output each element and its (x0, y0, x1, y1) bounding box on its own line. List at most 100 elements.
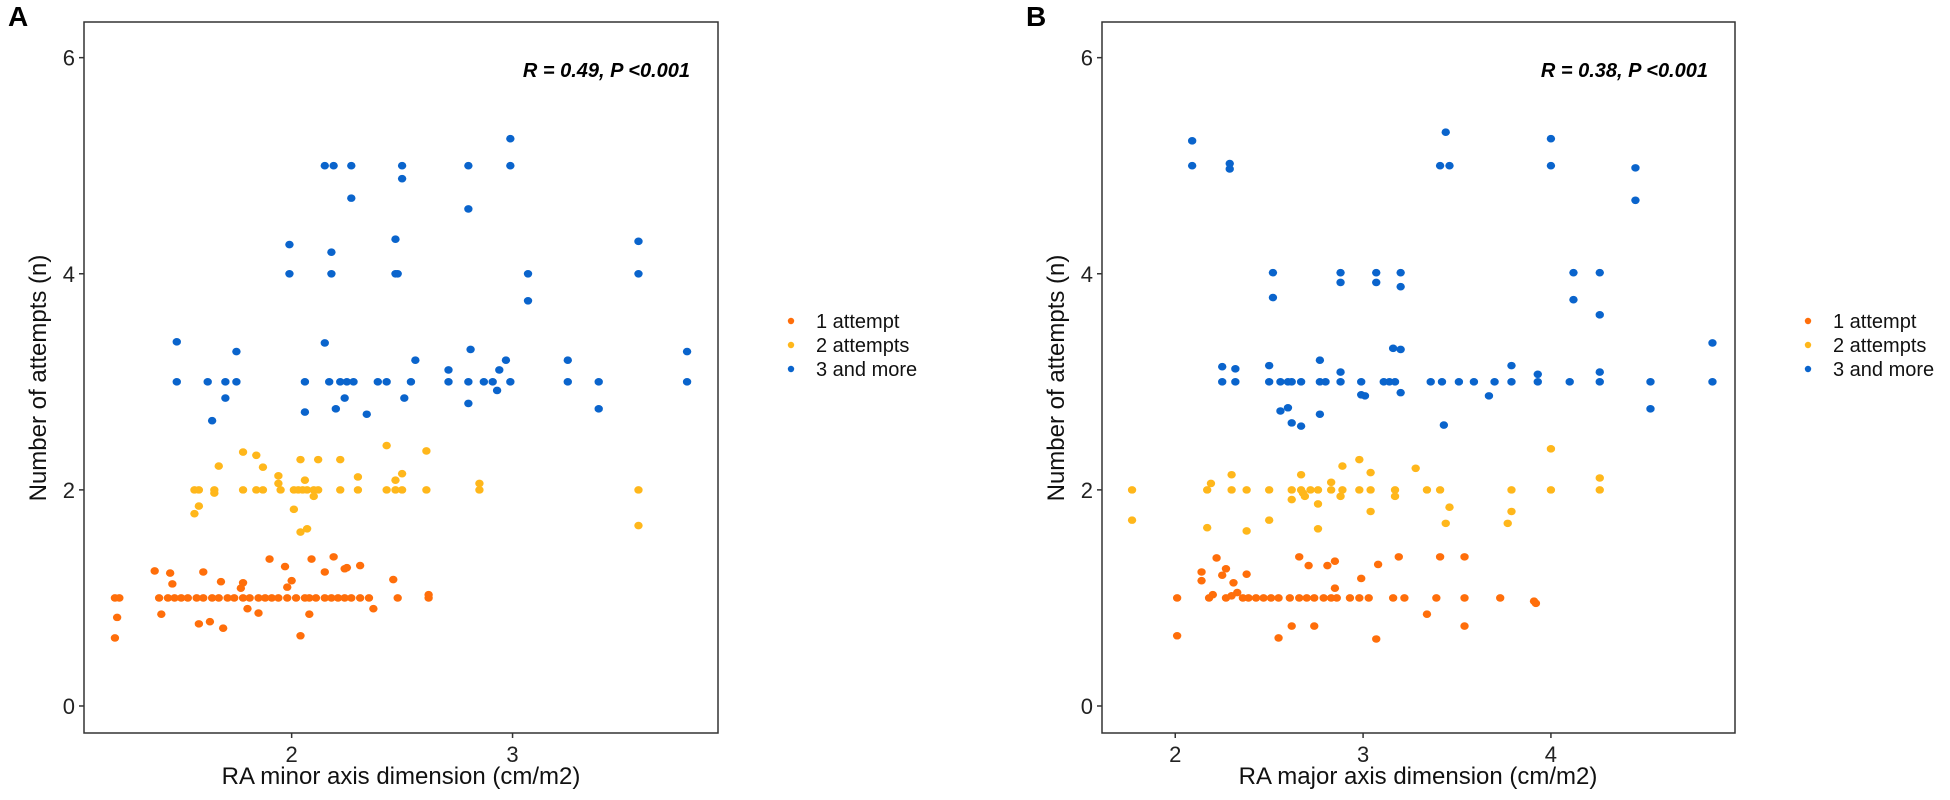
data-point (342, 378, 352, 386)
x-axis-label: RA major axis dimension (cm/m2) (1239, 763, 1598, 790)
data-point (393, 269, 402, 278)
data-point (1432, 594, 1441, 602)
data-point (307, 555, 316, 563)
data-point (296, 631, 305, 640)
data-point (1321, 378, 1330, 386)
data-point (1355, 594, 1364, 602)
panel-label: A (8, 1, 28, 32)
y-tick-label: 0 (1081, 694, 1093, 719)
data-point (1313, 524, 1323, 533)
data-point (313, 486, 323, 494)
data-point (1227, 486, 1236, 494)
data-point (1445, 161, 1454, 170)
data-point (1302, 594, 1311, 602)
data-point (422, 486, 431, 494)
data-point (214, 462, 223, 470)
data-point (214, 594, 223, 602)
data-point (1229, 579, 1238, 587)
data-point (327, 248, 336, 256)
data-point (1338, 486, 1347, 494)
data-point (325, 378, 334, 386)
data-point (1338, 462, 1347, 470)
data-point (563, 356, 572, 365)
data-point (1390, 486, 1400, 494)
data-point (1565, 378, 1574, 386)
y-tick-label: 6 (1081, 46, 1093, 71)
data-point (1372, 635, 1381, 643)
y-tick-label: 2 (63, 478, 75, 503)
data-point (1296, 378, 1306, 386)
data-point (1373, 560, 1383, 569)
data-point (411, 356, 420, 365)
data-point (422, 447, 431, 455)
data-point (1364, 594, 1373, 602)
data-point (296, 455, 305, 464)
data-point (1172, 631, 1182, 640)
data-point (1242, 527, 1251, 535)
data-point (1366, 468, 1375, 477)
data-point (320, 568, 329, 576)
data-point (300, 408, 310, 416)
data-point (254, 609, 263, 617)
data-point (464, 378, 473, 386)
data-point (1127, 516, 1137, 524)
correlation-annotation: R = 0.38, P <0.001 (1541, 60, 1708, 82)
data-point (1484, 392, 1494, 400)
data-point (1569, 268, 1578, 277)
data-point (289, 505, 299, 514)
data-point (1646, 405, 1655, 413)
data-point (1206, 479, 1216, 488)
data-point (252, 486, 261, 494)
x-tick-label: 3 (506, 742, 518, 767)
data-point (1396, 388, 1405, 397)
data-point (327, 594, 336, 602)
data-point (397, 161, 407, 170)
plot-frame (1101, 21, 1736, 734)
data-point (1285, 594, 1295, 602)
data-point (634, 521, 643, 530)
y-axis-label: Number of attempts (n) (1043, 255, 1070, 502)
data-point (302, 524, 312, 533)
data-point (464, 205, 473, 213)
data-point (1296, 422, 1306, 430)
data-point (1460, 622, 1469, 630)
x-tick-label: 4 (1545, 742, 1557, 767)
data-point (424, 590, 433, 599)
data-point (1388, 594, 1398, 602)
data-point (1274, 634, 1283, 642)
data-point (165, 569, 175, 577)
data-point (1300, 492, 1310, 501)
data-point (1295, 553, 1304, 561)
data-point (254, 594, 263, 602)
data-point (1323, 561, 1332, 570)
series-2-attempts (190, 441, 643, 536)
data-point (406, 378, 416, 386)
data-point (340, 594, 349, 602)
series-1-attempt (1172, 553, 1541, 643)
data-point (1310, 594, 1319, 602)
data-point (172, 378, 181, 386)
data-point (1595, 474, 1604, 482)
data-point (274, 479, 283, 488)
data-point (1259, 594, 1268, 602)
data-point (258, 463, 268, 471)
data-point (506, 161, 515, 170)
data-point (110, 634, 120, 642)
data-point (300, 378, 310, 386)
data-point (347, 594, 356, 602)
data-point (634, 237, 643, 246)
legend-marker (787, 365, 795, 373)
data-point (1233, 588, 1242, 597)
data-point (369, 604, 378, 613)
data-point (1266, 594, 1276, 602)
data-point (245, 594, 254, 602)
data-point (1313, 486, 1323, 494)
data-point (1355, 486, 1364, 494)
data-point (296, 528, 305, 536)
data-point (682, 378, 692, 386)
data-point (382, 486, 391, 494)
data-point (194, 620, 204, 628)
data-point (1441, 519, 1450, 528)
data-point (280, 562, 290, 571)
plot-frame (83, 21, 719, 734)
